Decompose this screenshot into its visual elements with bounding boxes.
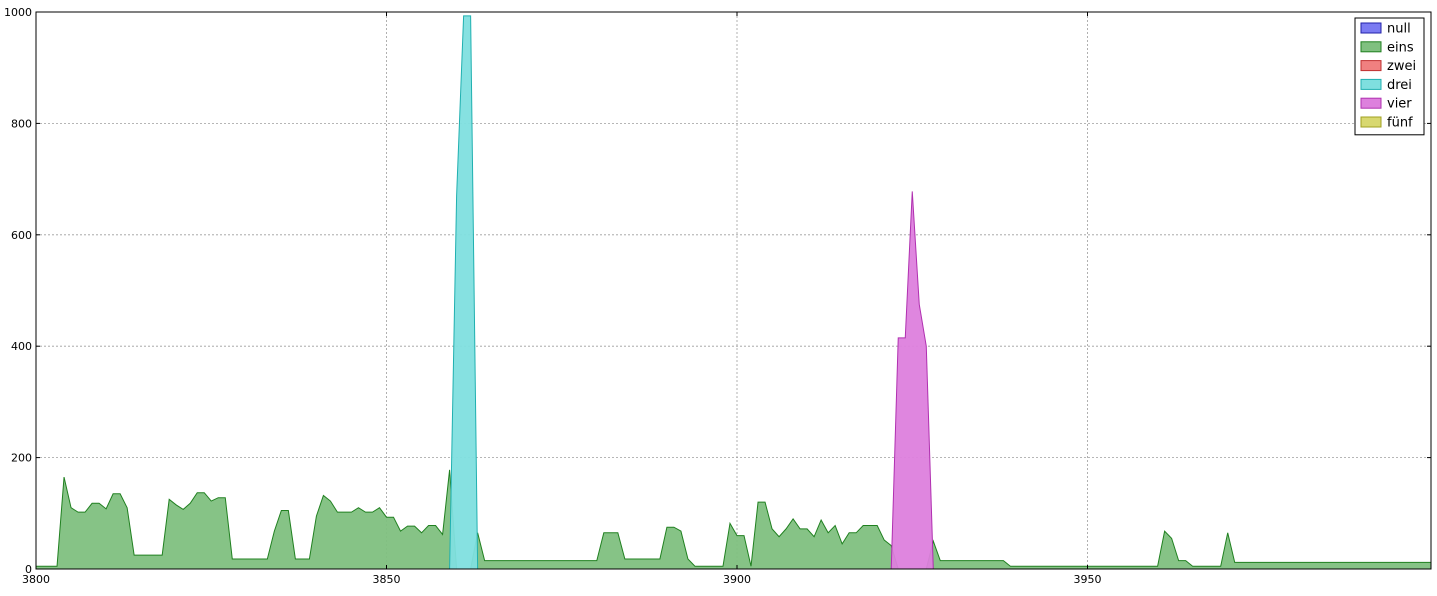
series-layer (35, 15, 1432, 570)
series-area-drei (449, 15, 479, 570)
legend-label: drei (1387, 78, 1412, 93)
legend-label: fünf (1387, 116, 1413, 131)
series-area-eins (35, 469, 1432, 570)
legend: null eins zwei drei vier fünf (1354, 17, 1425, 136)
x-tick-label: 3850 (373, 573, 401, 586)
legend-swatch-zwei (1360, 60, 1382, 72)
y-tick-label: 800 (11, 117, 32, 130)
plot-frame (35, 11, 1432, 570)
x-tick-label: 3800 (22, 573, 50, 586)
legend-swatch-eins (1360, 41, 1382, 53)
legend-label: zwei (1387, 59, 1416, 74)
legend-swatch-null (1360, 22, 1382, 34)
legend-label: eins (1387, 40, 1414, 55)
legend-box (1354, 17, 1425, 136)
x-tick-label: 3900 (723, 573, 751, 586)
y-tick-label: 0 (25, 563, 32, 576)
y-tick-label: 400 (11, 340, 32, 353)
legend-swatch-vier (1360, 97, 1382, 109)
legend-swatch-fünf (1360, 116, 1382, 128)
y-tick-label: 1000 (4, 6, 32, 19)
legend-swatch-drei (1360, 78, 1382, 90)
series-area-vier (890, 191, 934, 570)
legend-label: vier (1387, 97, 1412, 112)
y-tick-label: 600 (11, 229, 32, 242)
y-tick-label: 200 (11, 452, 32, 465)
x-tick-label: 3950 (1074, 573, 1102, 586)
grid-layer (36, 12, 1431, 569)
tick-layer: 3800 3850 3900 3950 0 200 400 600 800 1000 (4, 6, 1431, 586)
legend-label: null (1387, 22, 1411, 37)
